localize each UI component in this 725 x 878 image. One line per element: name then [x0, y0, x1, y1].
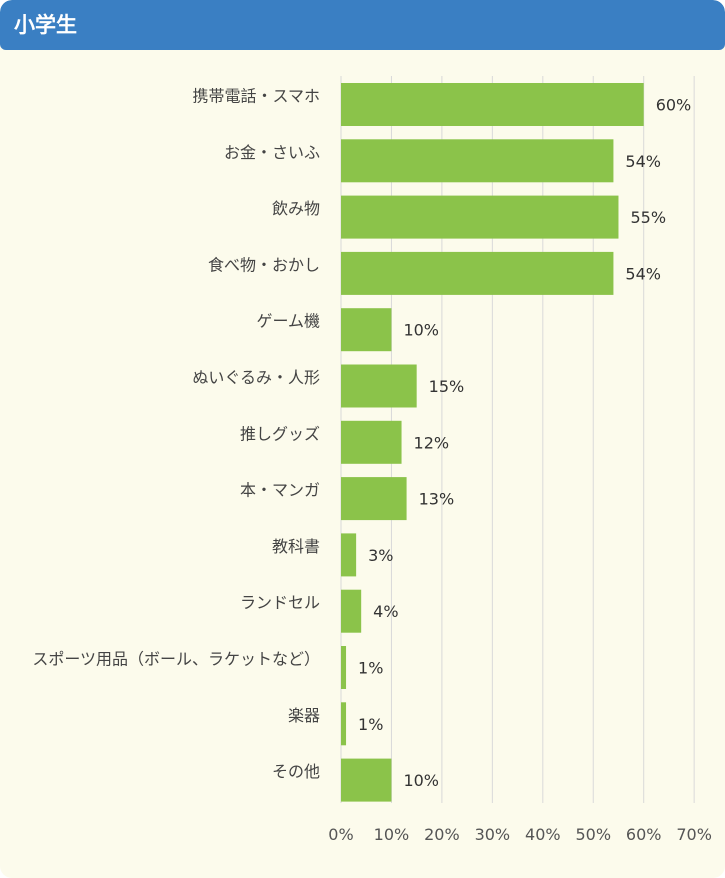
- bar: [341, 308, 392, 352]
- chart-heading: 小学生: [14, 13, 77, 37]
- x-tick-label: 20%: [424, 825, 460, 844]
- bar: [341, 251, 614, 295]
- category-label: ランドセル: [240, 593, 320, 612]
- bars: [341, 83, 644, 802]
- x-tick-label: 40%: [525, 825, 561, 844]
- value-label: 55%: [630, 208, 666, 227]
- bar: [341, 139, 614, 183]
- category-label: 推しグッズ: [240, 424, 320, 443]
- labels: 0% 10% 20% 30% 40% 50% 60% 70% 携帯電話・スマホ 60% お金・さいふ…: [32, 87, 712, 845]
- category-label: スポーツ用品（ボール、ラケットなど）: [32, 650, 320, 669]
- header-bar: 小学生: [0, 0, 725, 50]
- value-label: 1%: [358, 715, 383, 734]
- value-label: 13%: [419, 490, 455, 509]
- bar: [341, 83, 644, 126]
- category-label: 教科書: [272, 537, 320, 556]
- bar: [341, 364, 417, 408]
- bar: [341, 195, 619, 239]
- x-tick-label: 10%: [374, 825, 410, 844]
- x-tick-label: 0%: [328, 825, 353, 844]
- category-label: 携帯電話・スマホ: [192, 87, 320, 106]
- value-label: 15%: [429, 377, 465, 396]
- value-label: 54%: [625, 152, 661, 171]
- value-label: 10%: [403, 321, 439, 340]
- category-label: お金・さいふ: [224, 143, 320, 162]
- bar: [341, 646, 347, 689]
- value-label: 3%: [368, 546, 393, 565]
- x-tick-label: 60%: [626, 825, 662, 844]
- value-label: 10%: [403, 771, 439, 790]
- x-tick-label: 30%: [475, 825, 511, 844]
- value-label: 54%: [625, 264, 661, 283]
- x-tick-label: 70%: [676, 825, 712, 844]
- category-label: その他: [272, 762, 320, 781]
- category-label: ゲーム機: [256, 312, 320, 331]
- category-label: 楽器: [288, 706, 320, 725]
- bar: [341, 420, 402, 464]
- category-label: 本・マンガ: [240, 481, 320, 500]
- bar: [341, 589, 362, 633]
- bar: [341, 477, 407, 521]
- category-label: 食べ物・おかし: [208, 255, 320, 274]
- value-label: 4%: [373, 602, 398, 621]
- bar: [341, 758, 392, 802]
- category-label: 飲み物: [272, 199, 320, 218]
- value-label: 1%: [358, 659, 383, 678]
- value-label: 60%: [656, 96, 692, 115]
- bar: [341, 702, 347, 746]
- bar: [341, 533, 357, 577]
- value-label: 12%: [414, 433, 450, 452]
- x-tick-label: 50%: [575, 825, 611, 844]
- category-label: ぬいぐるみ・人形: [192, 368, 320, 387]
